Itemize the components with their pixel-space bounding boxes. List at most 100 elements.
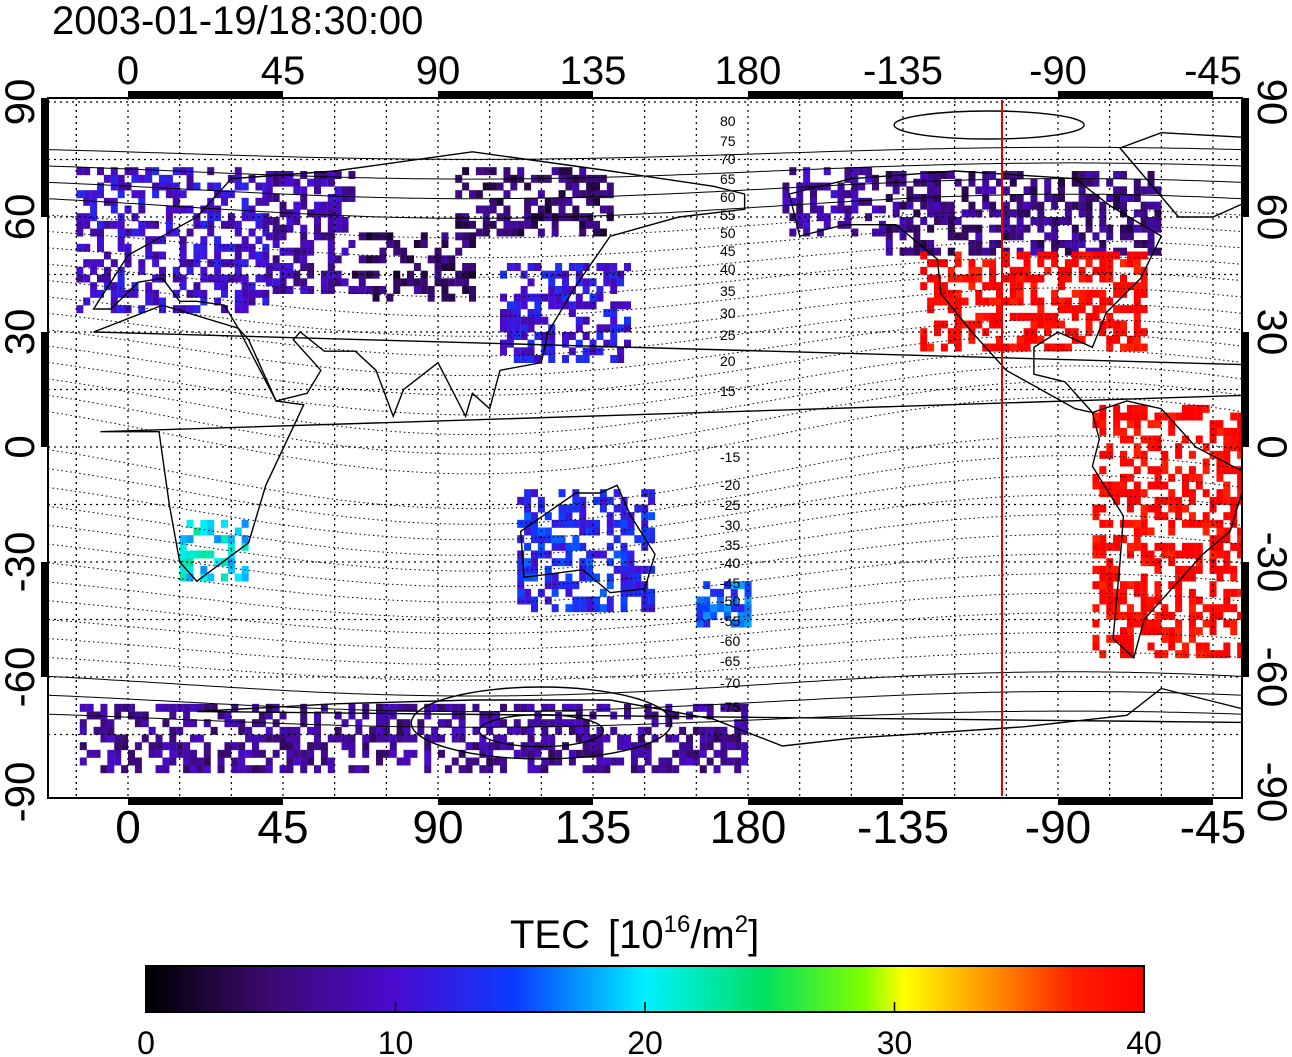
tec-cell	[193, 305, 201, 314]
tec-cell	[606, 496, 614, 505]
tec-cell	[1147, 224, 1155, 233]
tec-cell	[286, 263, 294, 271]
tec-cell	[1120, 481, 1127, 490]
tec-cell	[551, 519, 559, 528]
tec-cell	[500, 347, 507, 356]
tec-cell	[1120, 596, 1127, 605]
tec-cell	[107, 734, 115, 743]
tec-region-south-america	[1092, 404, 1242, 659]
tec-cell	[214, 259, 222, 268]
tec-cell	[1188, 450, 1196, 459]
tec-cell	[1030, 282, 1038, 291]
tec-cell	[110, 297, 118, 306]
tec-cell	[186, 550, 194, 559]
tec-cell	[1009, 289, 1017, 298]
tec-cell	[1113, 573, 1121, 582]
tec-cell	[720, 726, 728, 735]
tec-cell	[369, 734, 377, 743]
tec-cell	[1133, 312, 1141, 321]
tec-cell	[1092, 604, 1100, 613]
tec-cell	[1030, 217, 1038, 225]
tec-cell	[737, 611, 745, 620]
tec-cell	[1016, 297, 1024, 306]
tec-cell	[365, 232, 373, 241]
tec-cell	[210, 703, 218, 712]
tec-cell	[1099, 581, 1107, 590]
tec-cell	[238, 719, 246, 728]
tec-cell	[544, 565, 552, 574]
tec-cell	[1147, 627, 1155, 636]
tec-cell	[837, 182, 845, 191]
bottom-lon-tick: 0	[115, 801, 141, 853]
tec-cell	[541, 339, 549, 348]
tec-cell	[624, 339, 631, 348]
tec-cell	[1058, 320, 1065, 329]
left-lat-tick: 0	[0, 435, 43, 458]
tec-cell	[469, 270, 476, 279]
left-frame-bar	[41, 332, 48, 447]
tec-cell	[472, 726, 480, 735]
tec-cell	[1064, 266, 1072, 275]
tec-cell	[327, 286, 335, 294]
tec-cell	[531, 573, 538, 582]
tec-cell	[610, 278, 618, 287]
tec-cell	[1195, 642, 1203, 651]
tec-cell	[568, 757, 576, 766]
tec-cell	[506, 316, 514, 325]
tec-cell	[90, 205, 98, 214]
tec-cell	[1023, 312, 1031, 321]
tec-cell	[562, 339, 569, 348]
tec-cell	[1030, 312, 1038, 321]
tec-cell	[1106, 320, 1114, 329]
tec-cell	[145, 251, 153, 260]
tec-cell	[145, 243, 153, 252]
tec-cell	[293, 749, 301, 758]
tec-cell	[723, 611, 731, 620]
tec-cell	[568, 347, 576, 356]
tec-cell	[179, 305, 187, 314]
tec-cell	[575, 324, 583, 333]
tec-cell	[134, 719, 142, 728]
right-lat-tick: -60	[1249, 647, 1292, 708]
tec-cell	[1223, 650, 1231, 659]
tec-cell	[307, 247, 315, 256]
tec-cell	[300, 765, 308, 774]
tec-cell	[1113, 611, 1121, 620]
tec-cell	[458, 726, 466, 735]
tec-cell	[393, 278, 401, 287]
tec-cell	[193, 282, 201, 291]
tec-cell	[186, 266, 194, 275]
tec-cell	[200, 236, 208, 245]
right-lat-tick: 0	[1249, 435, 1292, 458]
tec-cell	[641, 519, 649, 528]
tec-cell	[200, 220, 208, 229]
tec-cell	[475, 167, 483, 176]
tec-cell	[145, 297, 153, 306]
tec-cell	[1099, 274, 1107, 283]
tec-cell	[245, 765, 253, 774]
tec-cell	[634, 504, 642, 513]
tec-cell	[138, 228, 146, 237]
tec-cell	[562, 742, 569, 751]
tec-cell	[710, 604, 718, 613]
tec-cell	[131, 167, 139, 176]
tec-cell	[648, 489, 656, 498]
tec-cell	[1120, 650, 1127, 659]
tec-cell	[830, 205, 838, 214]
top-frame-bar	[128, 91, 283, 98]
tec-cell	[382, 734, 390, 743]
tec-cell	[672, 765, 680, 774]
tec-cell	[300, 749, 308, 758]
tec-cell	[558, 205, 566, 214]
tec-cell	[348, 742, 356, 751]
tec-cell	[355, 765, 363, 774]
tec-cell	[1106, 450, 1114, 459]
bottom-lon-tick: 180	[710, 801, 787, 853]
tec-cell	[572, 596, 580, 605]
tec-cell	[996, 320, 1003, 329]
tec-cell	[427, 255, 435, 264]
tec-cell	[1154, 565, 1162, 574]
tec-cell	[537, 535, 545, 544]
tec-cell	[410, 749, 418, 758]
tec-cell	[207, 167, 215, 176]
